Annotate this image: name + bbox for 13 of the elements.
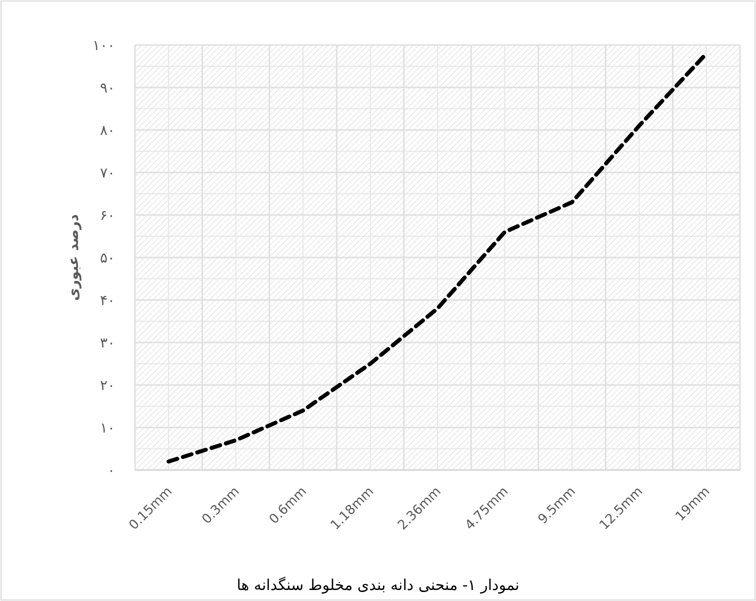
y-tick-label: ۱۰۰ — [92, 38, 115, 54]
y-tick-label: ۱۰ — [100, 420, 115, 436]
y-axis-title: درصد عبوری — [66, 214, 82, 301]
y-tick-label: ۲۰ — [100, 378, 115, 394]
y-tick-label: ۴۰ — [100, 293, 115, 309]
y-tick-label: ۵۰ — [100, 250, 115, 266]
y-tick-label: ۳۰ — [100, 336, 115, 352]
y-tick-label: ۸۰ — [100, 123, 115, 139]
y-tick-label: ۹۰ — [100, 80, 115, 96]
y-tick-label: ۶۰ — [100, 208, 115, 224]
y-tick-label: ۰ — [107, 463, 115, 479]
y-tick-label: ۷۰ — [100, 166, 115, 182]
text: نمودار ۱- منحنی دانه بندی مخلوط سنگدانه ها — [236, 576, 520, 594]
